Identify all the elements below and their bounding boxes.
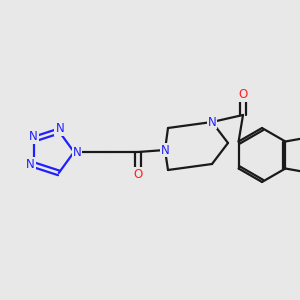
Text: N: N: [26, 158, 34, 171]
Text: N: N: [160, 143, 169, 157]
Text: N: N: [208, 116, 216, 128]
Text: N: N: [73, 146, 81, 158]
Text: O: O: [134, 167, 142, 181]
Text: N: N: [29, 130, 38, 142]
Text: O: O: [238, 88, 247, 101]
Text: N: N: [56, 122, 64, 135]
